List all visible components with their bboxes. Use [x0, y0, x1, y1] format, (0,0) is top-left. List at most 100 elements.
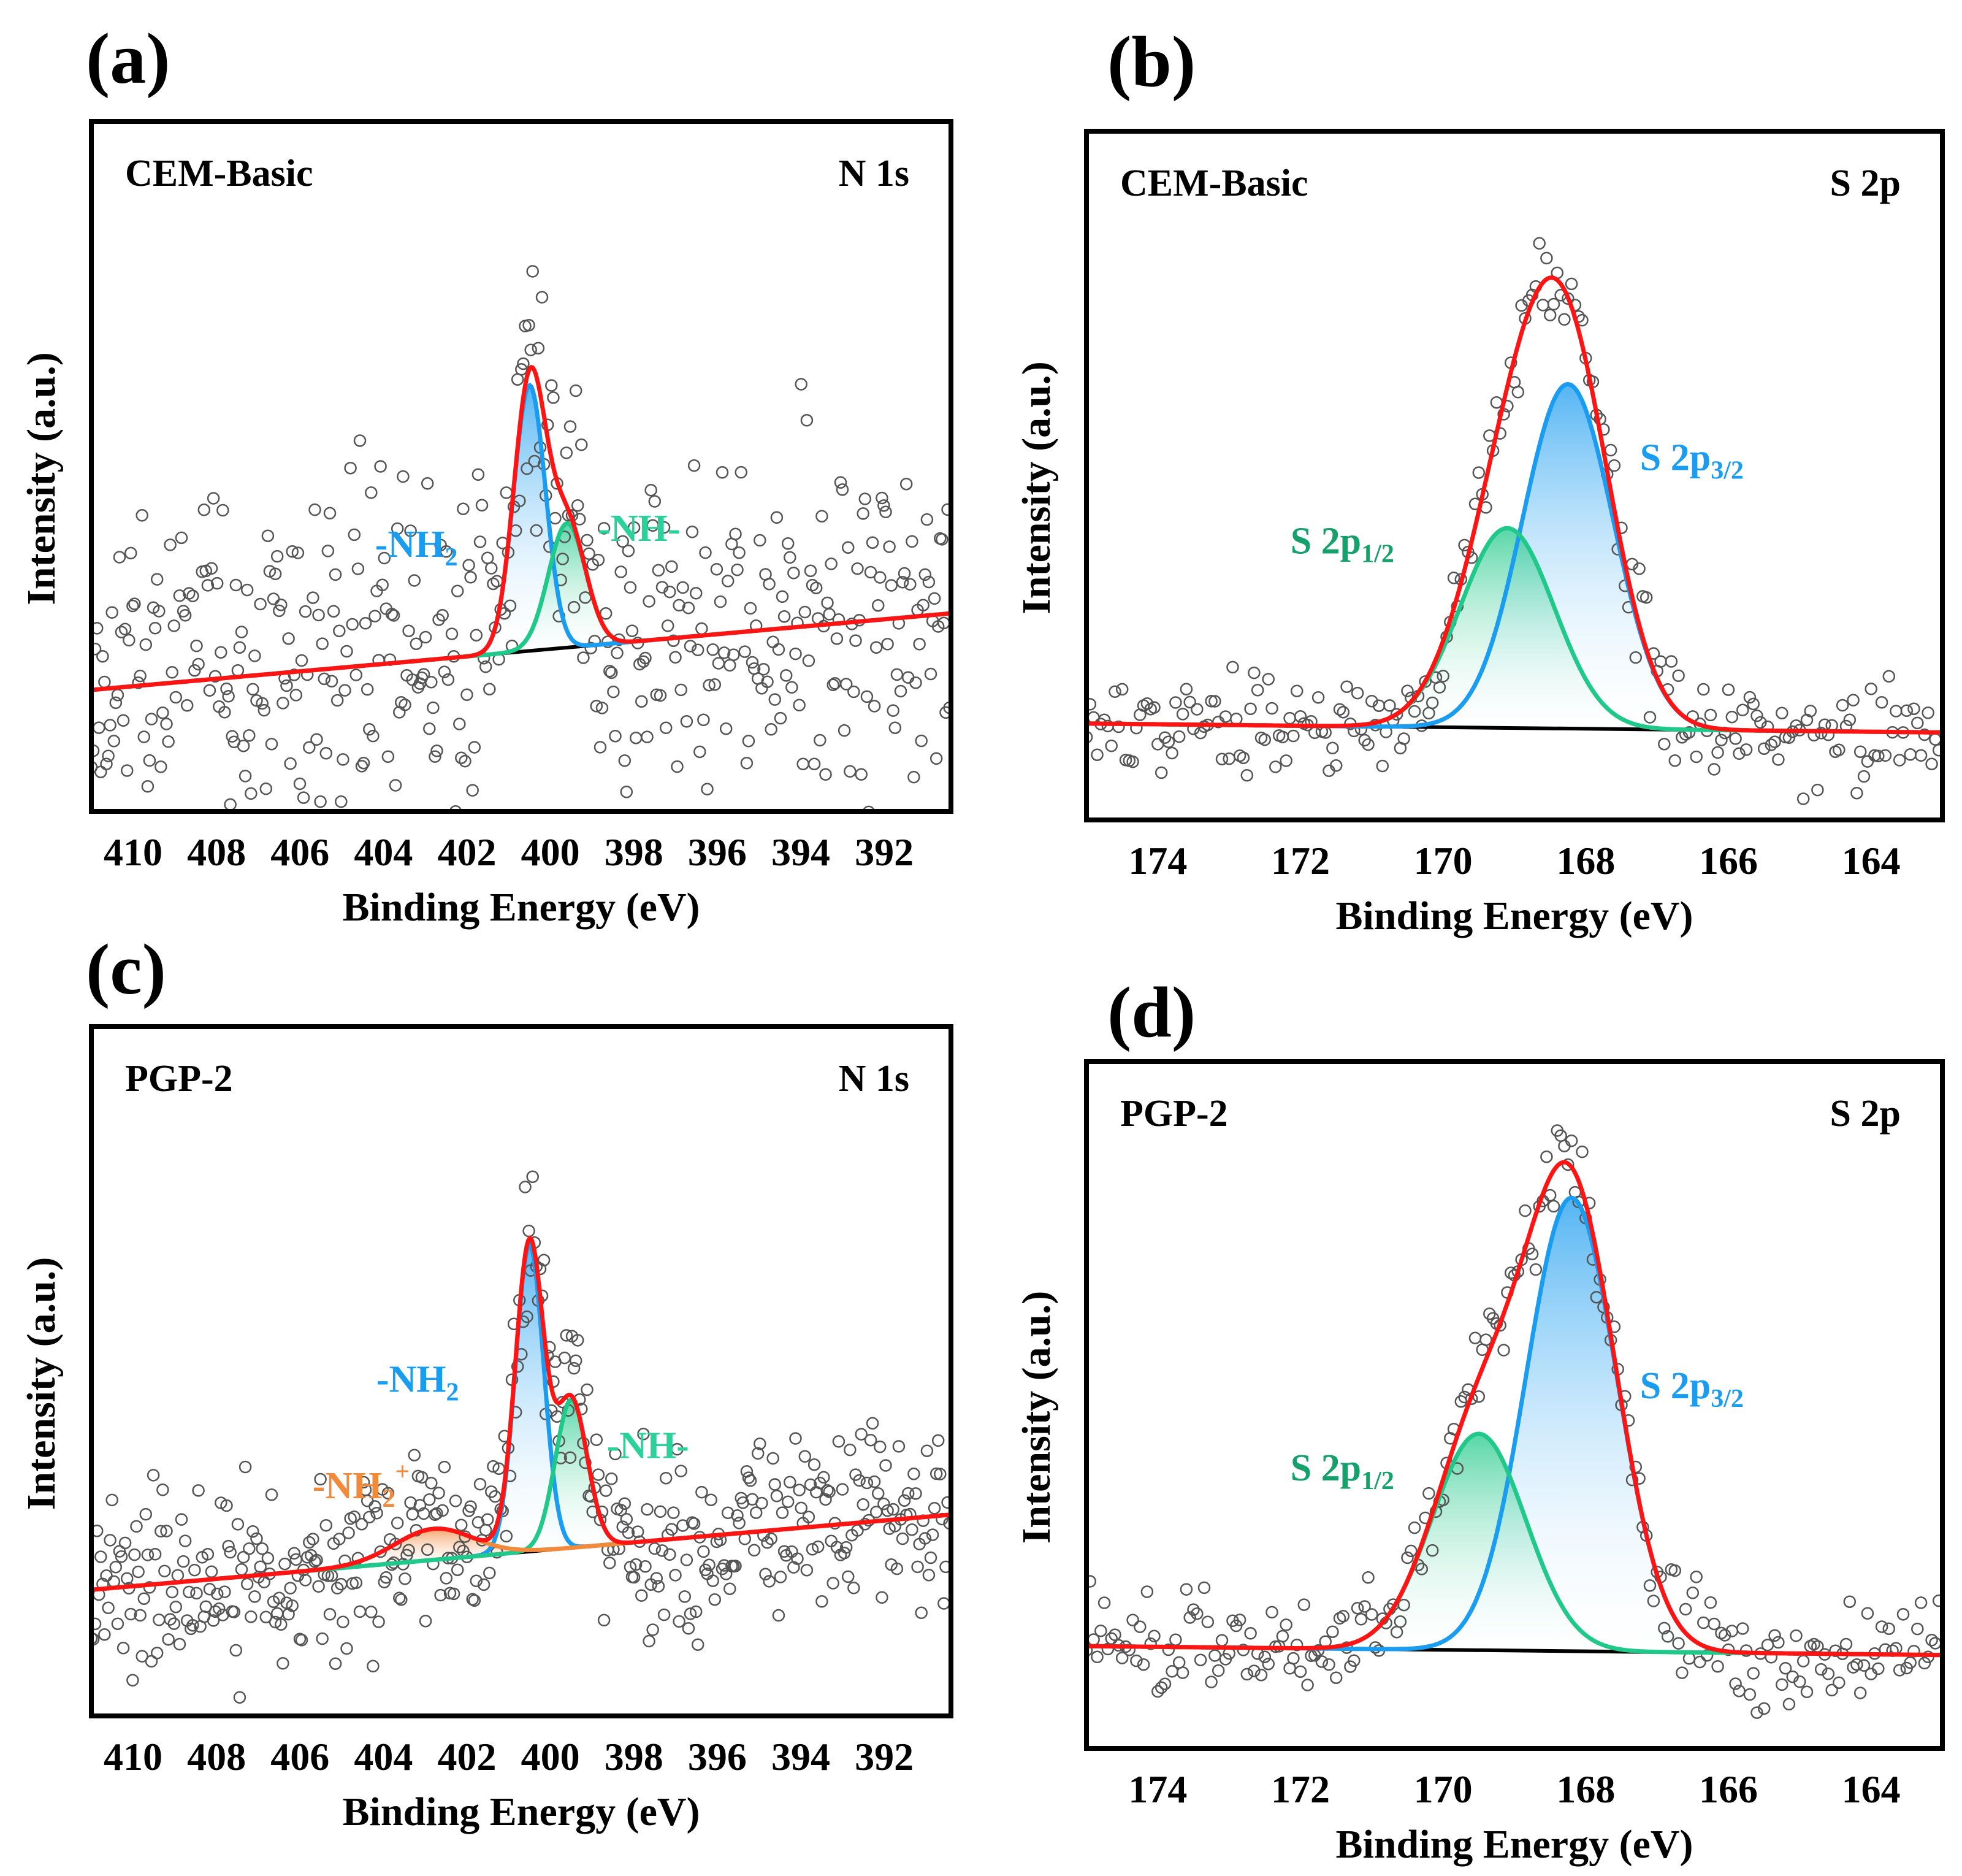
data-point: [1822, 1667, 1835, 1680]
data-point: [323, 1608, 337, 1621]
data-point: [839, 1541, 853, 1554]
data-point: [1629, 651, 1643, 664]
data-point: [599, 607, 613, 620]
data-point: [1301, 1679, 1314, 1691]
x-tick-label: 398: [605, 830, 663, 874]
data-point: [240, 1577, 254, 1591]
data-point: [887, 704, 899, 717]
data-point: [1155, 766, 1168, 779]
data-point: [667, 1506, 680, 1519]
data-point: [1248, 666, 1261, 680]
data-point: [391, 1517, 404, 1530]
data-point: [147, 1469, 160, 1482]
data-point: [1091, 1650, 1104, 1664]
data-point: [907, 770, 920, 784]
data-point: [1796, 1655, 1810, 1667]
data-point: [671, 760, 684, 773]
data-point: [1711, 1660, 1724, 1673]
data-point: [929, 1467, 943, 1480]
data-point: [789, 1432, 802, 1445]
peak-fill-1: [513, 523, 622, 653]
data-point: [821, 596, 834, 610]
data-point: [178, 609, 192, 622]
data-point: [691, 643, 704, 657]
data-point: [1169, 1633, 1182, 1647]
plot-area: [1086, 1124, 1942, 1719]
data-point: [248, 1590, 261, 1603]
data-point: [91, 642, 102, 656]
x-tick-label: 406: [270, 830, 329, 874]
data-point: [141, 1549, 155, 1561]
data-point: [1540, 251, 1553, 265]
data-point: [1733, 747, 1746, 760]
data-point: [1105, 739, 1118, 752]
data-point: [218, 1585, 231, 1598]
data-point: [113, 551, 126, 564]
data-point: [639, 1560, 652, 1573]
data-point: [761, 1536, 774, 1549]
data-point: [1768, 1629, 1781, 1642]
data-point: [522, 318, 535, 332]
data-point: [853, 1474, 866, 1487]
data-point: [1155, 1681, 1168, 1694]
data-point: [920, 1444, 934, 1457]
data-point: [1540, 1150, 1553, 1163]
data-point: [899, 477, 913, 491]
data-point: [1201, 1615, 1215, 1628]
data-point: [862, 805, 876, 811]
data-point: [766, 1452, 779, 1465]
data-point: [1672, 669, 1685, 683]
data-point: [581, 534, 594, 547]
data-point: [1187, 1603, 1200, 1616]
data-point: [378, 551, 391, 565]
data-point: [363, 723, 376, 736]
data-point: [1208, 695, 1221, 708]
data-point: [175, 1513, 188, 1526]
x-tick-label: 170: [1414, 839, 1473, 882]
data-point: [575, 438, 588, 451]
data-point: [1896, 1607, 1910, 1621]
data-point: [310, 733, 323, 746]
data-point: [1772, 753, 1785, 766]
x-tick-label: 408: [187, 1735, 246, 1778]
data-point: [303, 741, 316, 754]
data-point: [522, 1224, 535, 1238]
data-point: [1115, 683, 1129, 696]
data-point: [704, 1493, 717, 1506]
x-tick-label: 168: [1556, 1767, 1615, 1811]
data-point: [1240, 768, 1254, 782]
data-point: [866, 536, 879, 549]
x-tick-label: 410: [104, 1735, 162, 1778]
data-point: [629, 731, 643, 745]
data-point: [934, 1468, 947, 1480]
data-point: [644, 483, 657, 497]
data-point: [1251, 684, 1264, 697]
data-point: [777, 610, 791, 623]
data-point: [1722, 683, 1735, 696]
data-point: [1811, 783, 1824, 797]
data-point: [203, 684, 216, 697]
data-point: [1565, 1134, 1578, 1147]
data-point: [104, 1534, 116, 1547]
data-point: [245, 787, 258, 800]
data-point: [577, 651, 590, 664]
data-point: [603, 664, 616, 678]
data-point: [1853, 745, 1867, 758]
data-point: [1148, 1629, 1161, 1643]
sample-label: PGP-2: [125, 1058, 233, 1100]
data-point: [425, 1477, 438, 1490]
data-point: [802, 1510, 815, 1523]
data-point: [744, 602, 757, 615]
data-point: [817, 1471, 830, 1484]
data-point: [1872, 749, 1885, 763]
data-point: [759, 1568, 772, 1581]
peak-annotation: S 2p1/2: [1291, 1447, 1394, 1495]
data-point: [353, 1605, 367, 1618]
data-point: [111, 1617, 124, 1630]
data-point: [807, 1458, 821, 1471]
data-point: [303, 1536, 316, 1549]
data-point: [381, 750, 395, 763]
core-level-label: N 1s: [839, 1058, 909, 1100]
data-point: [1768, 735, 1781, 748]
